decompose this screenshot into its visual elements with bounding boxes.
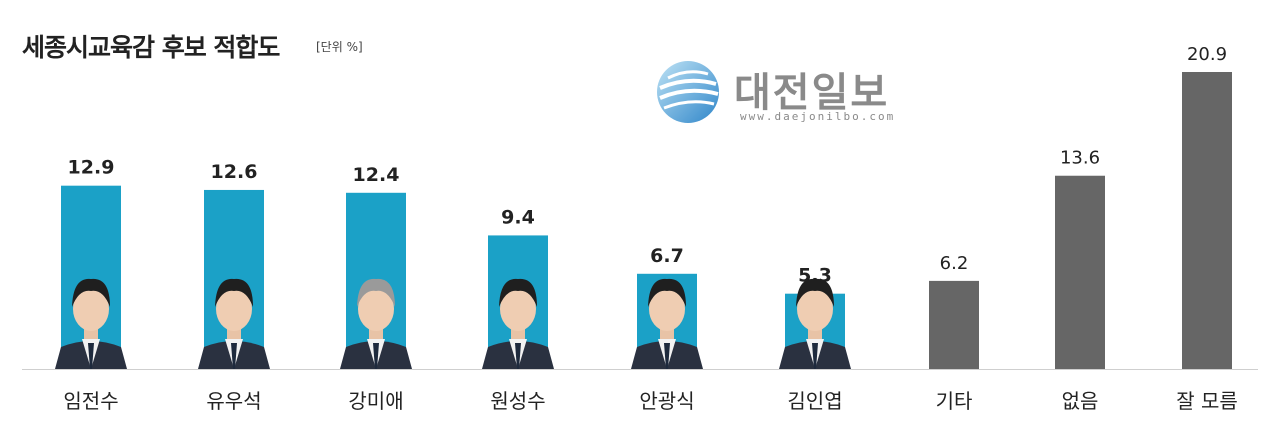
candidate-photo [198,278,270,369]
watermark-name: 대전일보 [734,70,890,116]
candidate-photo [55,278,127,369]
candidate-photo [482,278,554,369]
category-label: 안광식 [639,389,694,413]
candidate-photo [779,278,851,369]
bar-group: 20.9 잘 모름 [1176,44,1238,413]
candidate-photo [631,278,703,369]
watermark: 대전일보 www.daejonilbo.com [654,56,924,132]
bar-group: 9.4 원성수 [482,206,554,413]
watermark-url: www.daejonilbo.com [740,110,896,123]
category-label: 기타 [936,389,973,413]
category-label: 임전수 [63,389,118,413]
globe-logo-icon [657,61,719,123]
category-label: 잘 모름 [1176,389,1238,413]
category-label: 없음 [1062,389,1099,413]
bar [929,280,979,369]
category-label: 원성수 [490,389,545,413]
bar-group: 12.6 유우석 [198,161,270,413]
bar [1182,72,1232,369]
data-label: 12.4 [353,164,400,186]
data-label: 9.4 [501,206,535,228]
data-label: 12.9 [68,157,115,179]
data-label: 6.2 [940,253,969,274]
category-label: 강미애 [348,389,403,413]
category-label: 김인엽 [787,389,842,413]
chart-title: 세종시교육감 후보 적합도 [22,33,280,62]
bar-group: 6.7 안광식 [631,245,703,413]
data-label: 12.6 [211,161,258,183]
category-label: 유우석 [206,389,261,413]
bar-group: 6.2 기타 [929,253,979,413]
data-label: 13.6 [1060,148,1100,169]
candidate-photo [340,278,412,369]
bar-group: 12.4 강미애 [340,164,412,413]
bar-group: 13.6 없음 [1055,148,1105,413]
data-label: 20.9 [1187,44,1227,65]
bar-group: 12.9 임전수 [55,157,127,413]
bar [1055,175,1105,369]
data-label: 6.7 [650,245,684,267]
unit-label: [단위 %] [316,40,363,54]
